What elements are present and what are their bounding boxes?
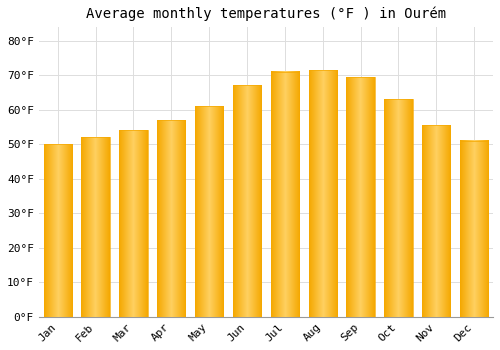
Bar bbox=[346, 77, 375, 317]
Bar bbox=[270, 72, 299, 317]
Bar bbox=[233, 85, 261, 317]
Bar bbox=[308, 70, 337, 317]
Bar bbox=[460, 141, 488, 317]
Bar bbox=[195, 106, 224, 317]
Bar bbox=[384, 99, 412, 317]
Bar bbox=[82, 137, 110, 317]
Title: Average monthly temperatures (°F ) in Ourém: Average monthly temperatures (°F ) in Ou… bbox=[86, 7, 446, 21]
Bar bbox=[119, 130, 148, 317]
Bar bbox=[157, 120, 186, 317]
Bar bbox=[422, 125, 450, 317]
Bar bbox=[44, 144, 72, 317]
